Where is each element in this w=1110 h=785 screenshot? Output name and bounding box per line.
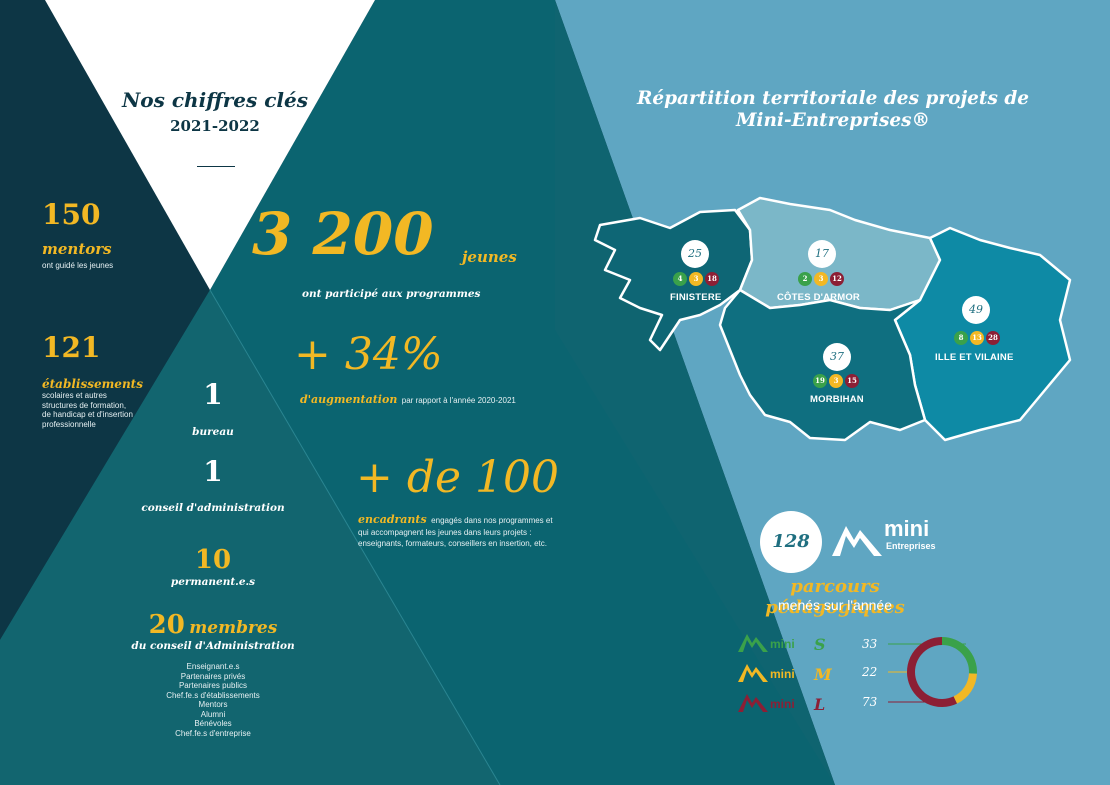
bureau-label: bureau xyxy=(192,426,234,438)
bureau-value: 1 xyxy=(203,378,223,411)
mini-s-logo-icon xyxy=(738,634,768,652)
year-label: 2021-2022 xyxy=(170,117,260,135)
brittany-map xyxy=(593,196,1072,442)
total-projects-circle: 128 xyxy=(760,511,822,573)
membres-value: 20 xyxy=(148,610,185,640)
mini-entreprises-logo-icon xyxy=(832,526,882,556)
conseil-label: conseil d'administration xyxy=(141,502,285,514)
cotes-armor-label: CÔTES D'ARMOR xyxy=(777,292,860,303)
list-item: Mentors xyxy=(198,700,228,709)
logo-text: mini xyxy=(884,516,930,541)
encadrants-text: encadrants engagés dans nos programmes e… xyxy=(358,514,564,549)
program-m-value: 22 xyxy=(862,665,878,679)
mentors-unit: mentors xyxy=(42,240,112,258)
list-item: Enseignant.e.s xyxy=(186,662,240,671)
etablissements-desc: scolaires et autres structures de format… xyxy=(42,391,133,429)
jeunes-value: 3 200 xyxy=(252,200,434,268)
ille-vilaine-m-count: 13 xyxy=(970,331,984,345)
ille-vilaine-l-count: 28 xyxy=(986,331,1000,345)
augmentation-unit: d'augmentation xyxy=(300,393,398,406)
cotes-armor-s-count: 2 xyxy=(798,272,812,286)
membres-label: du conseil d'Administration xyxy=(131,640,295,652)
morbihan-label: MORBIHAN xyxy=(810,394,864,405)
program-donut xyxy=(907,637,977,707)
donut-slice-l xyxy=(907,637,957,707)
mentors-value: 150 xyxy=(42,198,101,231)
ille-vilaine-label: ILLE ET VILAINE xyxy=(935,352,1014,363)
list-item: Chef.fe.s d'entreprise xyxy=(175,728,251,738)
cotes-armor-l-count: 12 xyxy=(830,272,844,286)
list-item: Alumni xyxy=(200,709,226,719)
morbihan-l-count: 15 xyxy=(845,374,859,388)
program-m-letter: M xyxy=(813,665,833,684)
map-title-line1: Répartition territoriale des projets de xyxy=(636,88,1030,109)
donut-slice-s xyxy=(941,637,977,674)
augmentation-desc: par rapport à l'année 2020-2021 xyxy=(401,396,516,405)
augmentation-text: d'augmentation par rapport à l'année 202… xyxy=(300,390,520,408)
title-divider xyxy=(197,166,235,167)
list-item: Chef.fe.s d'établissements xyxy=(166,690,260,700)
mini-l-logo-icon xyxy=(738,694,768,712)
program-s-value: 33 xyxy=(862,637,878,651)
morbihan-s-count: 19 xyxy=(813,374,827,388)
map-title-line2: Mini-Entreprises® xyxy=(735,110,931,131)
jeunes-unit: jeunes xyxy=(462,248,517,266)
map-region-morbihan xyxy=(718,288,927,442)
finistere-m-count: 3 xyxy=(689,272,703,286)
morbihan-total: 37 xyxy=(823,343,851,371)
permanents-label: permanent.e.s xyxy=(170,576,256,588)
donut-slice-m xyxy=(953,673,977,704)
mini-l-logo-text: mini xyxy=(770,697,795,711)
logo-subtext: Entreprises xyxy=(886,541,936,551)
parcours-desc: menés sur l'année xyxy=(778,597,892,613)
parcours-label: parcours pédagogiques xyxy=(765,576,905,618)
ille-vilaine-s-count: 8 xyxy=(954,331,968,345)
etablissements-value: 121 xyxy=(42,331,101,364)
jeunes-desc: ont participé aux programmes xyxy=(302,288,481,300)
morbihan-m-count: 3 xyxy=(829,374,843,388)
program-l-value: 73 xyxy=(862,695,878,709)
donut-arcs xyxy=(907,637,977,707)
etablissements-unit: établissements xyxy=(42,377,143,391)
mentors-desc: ont guidé les jeunes xyxy=(42,261,114,270)
cotes-armor-m-count: 3 xyxy=(814,272,828,286)
finistere-label: FINISTERE xyxy=(670,292,722,303)
membres-list: Enseignant.e.s Partenaires privés Parten… xyxy=(138,662,288,738)
augmentation-value: + 34% xyxy=(294,329,443,380)
membres-unit: membres xyxy=(189,618,278,638)
conseil-value: 1 xyxy=(203,455,223,488)
mini-m-logo-text: mini xyxy=(770,667,795,681)
encadrants-desc: engagés dans nos programmes et qui accom… xyxy=(358,516,553,548)
finistere-l-count: 18 xyxy=(705,272,719,286)
program-s-letter: S xyxy=(814,635,826,654)
list-item: Partenaires publics xyxy=(178,681,248,690)
program-l-letter: L xyxy=(813,695,825,714)
encadrants-unit: encadrants xyxy=(358,513,427,526)
list-item: Bénévoles xyxy=(194,719,232,728)
encadrants-value: + de 100 xyxy=(356,452,560,503)
list-item: Partenaires privés xyxy=(180,671,246,681)
ille-vilaine-total: 49 xyxy=(962,296,990,324)
cotes-armor-total: 17 xyxy=(808,240,836,268)
finistere-s-count: 4 xyxy=(673,272,687,286)
finistere-total: 25 xyxy=(681,240,709,268)
permanents-value: 10 xyxy=(194,545,232,575)
mini-s-logo-text: mini xyxy=(770,637,795,651)
membres-heading: 20 membres xyxy=(108,610,318,640)
mini-m-logo-icon xyxy=(738,664,768,682)
page-title: Nos chiffres clés xyxy=(122,88,308,112)
